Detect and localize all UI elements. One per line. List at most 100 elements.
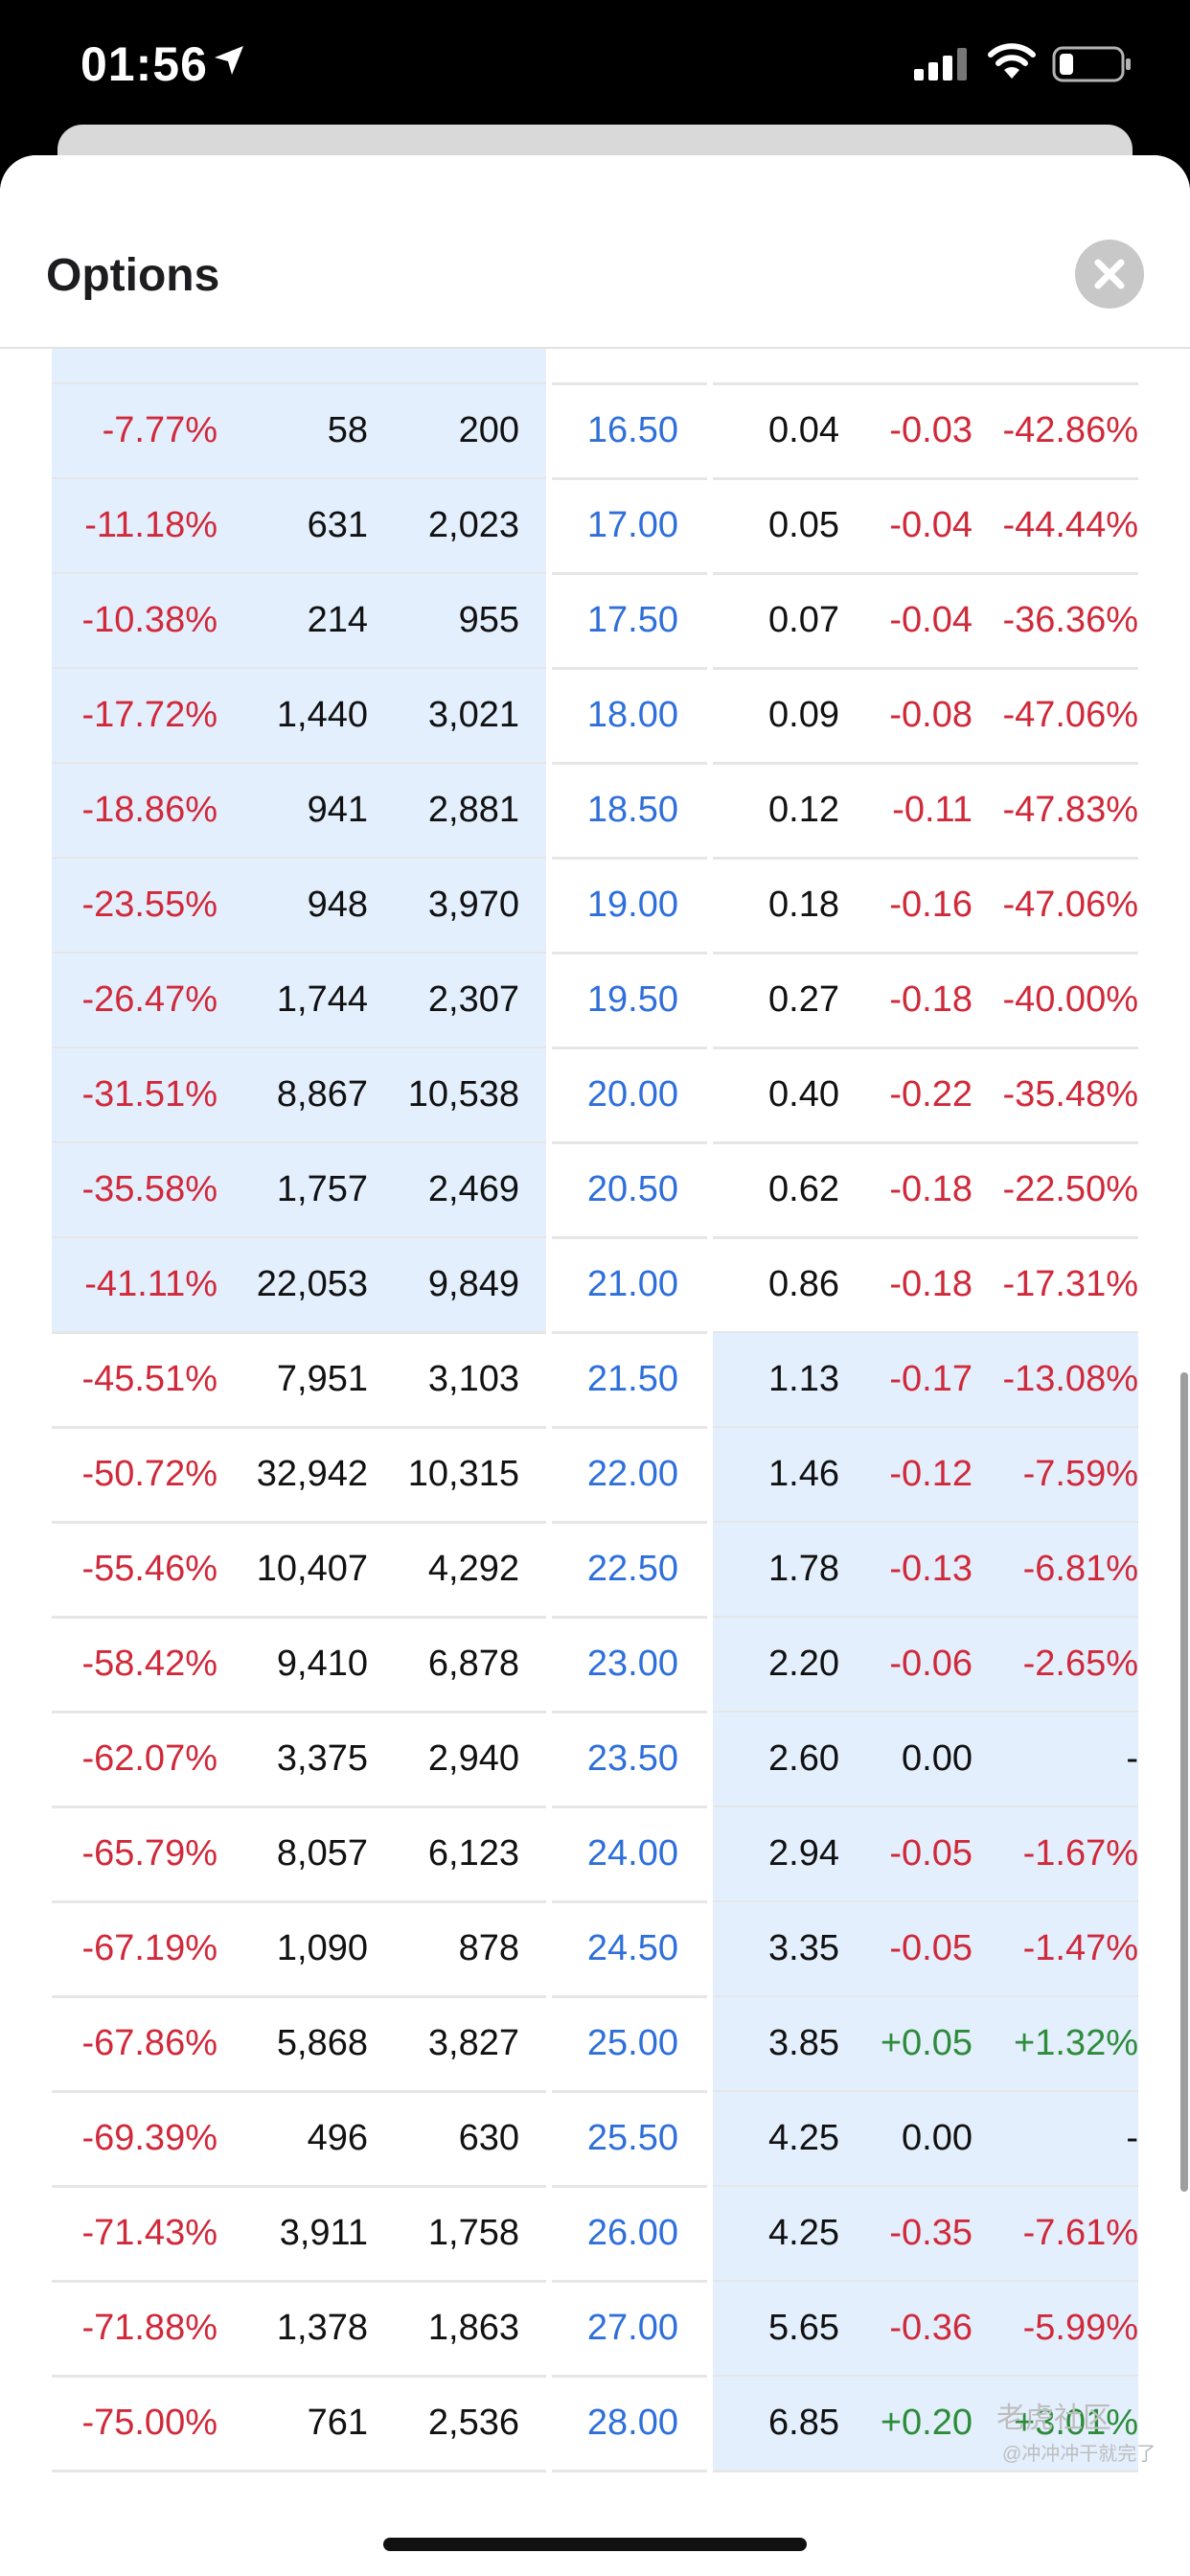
put-cell[interactable] <box>713 1048 1138 1144</box>
table-row[interactable]: -71.88% 1,378 1,863 27.00 5.65 -0.36 -5.99% <box>0 2282 1190 2378</box>
options-chain-table[interactable]: -9.48% 96 649 16.00 0.04 -0.01 -20.00% -7.77% 58… <box>0 347 1190 2576</box>
call-cell[interactable] <box>52 2377 546 2472</box>
put-cell[interactable] <box>713 669 1138 765</box>
put-cell[interactable] <box>713 1428 1138 1524</box>
call-cell[interactable] <box>52 1333 546 1429</box>
call-cell[interactable] <box>52 2187 546 2283</box>
put-cell[interactable] <box>713 2092 1138 2188</box>
strike-cell[interactable] <box>552 1238 707 1334</box>
status-bar: 01:56 <box>0 0 1190 134</box>
strike-cell[interactable] <box>552 347 707 385</box>
volume: 3,375 <box>276 1738 368 1779</box>
table-row[interactable]: -10.38% 214 955 17.50 0.07 -0.04 -36.36% <box>0 574 1190 670</box>
table-row[interactable]: -55.46% 10,407 4,292 22.50 1.78 -0.13 -6.81% <box>0 1523 1190 1619</box>
price-change: -0.06 <box>889 1644 973 1684</box>
strike-cell[interactable] <box>552 1523 707 1619</box>
put-cell[interactable] <box>713 859 1138 954</box>
call-cell[interactable] <box>52 347 546 385</box>
put-cell[interactable] <box>713 1333 1138 1429</box>
strike-cell[interactable] <box>552 1902 707 1998</box>
table-row[interactable]: -45.51% 7,951 3,103 21.50 1.13 -0.17 -13.08% <box>0 1333 1190 1429</box>
call-cell[interactable] <box>52 1143 546 1239</box>
put-cell[interactable] <box>713 1143 1138 1239</box>
table-row[interactable]: -41.11% 22,053 9,849 21.00 0.86 -0.18 -17.31% <box>0 1238 1190 1334</box>
strike-cell[interactable] <box>552 1048 707 1144</box>
put-cell[interactable] <box>713 347 1138 385</box>
call-cell[interactable] <box>52 1807 546 1903</box>
strike-cell[interactable] <box>552 574 707 670</box>
strike-cell[interactable] <box>552 1807 707 1903</box>
strike-cell[interactable] <box>552 954 707 1049</box>
open-interest: 630 <box>458 2118 519 2158</box>
strike-cell[interactable] <box>552 2092 707 2188</box>
strike-cell[interactable] <box>552 859 707 954</box>
strike-cell[interactable] <box>552 669 707 765</box>
call-cell[interactable] <box>52 764 546 860</box>
call-cell[interactable] <box>52 859 546 954</box>
put-cell[interactable] <box>713 384 1138 480</box>
table-row[interactable]: -50.72% 32,942 10,315 22.00 1.46 -0.12 -7.59% <box>0 1428 1190 1524</box>
call-cell[interactable] <box>52 1902 546 1998</box>
put-cell[interactable] <box>713 2282 1138 2378</box>
strike-cell[interactable] <box>552 2187 707 2283</box>
put-cell[interactable] <box>713 1807 1138 1903</box>
strike-cell[interactable] <box>552 1333 707 1429</box>
put-cell[interactable] <box>713 1902 1138 1998</box>
price-change-percent: -44.44% <box>1002 505 1138 545</box>
close-button[interactable] <box>1075 240 1144 309</box>
call-cell[interactable] <box>52 1618 546 1714</box>
table-row[interactable]: -67.86% 5,868 3,827 25.00 3.85 +0.05 +1.32% <box>0 1997 1190 2093</box>
table-row[interactable]: -26.47% 1,744 2,307 19.50 0.27 -0.18 -40.00% <box>0 954 1190 1049</box>
table-row[interactable]: -69.39% 496 630 25.50 4.25 0.00 - <box>0 2092 1190 2188</box>
table-row[interactable]: -58.42% 9,410 6,878 23.00 2.20 -0.06 -2.65% <box>0 1618 1190 1714</box>
strike-cell[interactable] <box>552 2282 707 2378</box>
table-row[interactable]: -17.72% 1,440 3,021 18.00 0.09 -0.08 -47.06% <box>0 669 1190 765</box>
strike-cell[interactable] <box>552 2377 707 2472</box>
put-cell[interactable] <box>713 1238 1138 1334</box>
table-row[interactable]: -18.86% 941 2,881 18.50 0.12 -0.11 -47.83% <box>0 764 1190 860</box>
put-cell[interactable] <box>713 479 1138 575</box>
call-cell[interactable] <box>52 1523 546 1619</box>
strike-cell[interactable] <box>552 1618 707 1714</box>
table-row[interactable]: -9.48% 96 649 16.00 0.04 -0.01 -20.00% <box>0 347 1190 385</box>
put-cell[interactable] <box>713 2377 1138 2472</box>
strike-cell[interactable] <box>552 1143 707 1239</box>
strike-cell[interactable] <box>552 384 707 480</box>
call-cell[interactable] <box>52 669 546 765</box>
call-cell[interactable] <box>52 384 546 480</box>
table-row[interactable]: -71.43% 3,911 1,758 26.00 4.25 -0.35 -7.61% <box>0 2187 1190 2283</box>
table-row[interactable]: -23.55% 948 3,970 19.00 0.18 -0.16 -47.06% <box>0 859 1190 954</box>
strike-cell[interactable] <box>552 1428 707 1524</box>
strike-cell[interactable] <box>552 764 707 860</box>
strike-cell[interactable] <box>552 1997 707 2093</box>
table-row[interactable]: -11.18% 631 2,023 17.00 0.05 -0.04 -44.44% <box>0 479 1190 575</box>
scrollbar[interactable] <box>1180 1372 1188 2192</box>
put-cell[interactable] <box>713 574 1138 670</box>
put-cell[interactable] <box>713 2187 1138 2283</box>
strike-cell[interactable] <box>552 1713 707 1808</box>
table-row[interactable]: -62.07% 3,375 2,940 23.50 2.60 0.00 - <box>0 1713 1190 1808</box>
table-row[interactable]: -35.58% 1,757 2,469 20.50 0.62 -0.18 -22.50% <box>0 1143 1190 1239</box>
table-row[interactable]: -65.79% 8,057 6,123 24.00 2.94 -0.05 -1.67% <box>0 1807 1190 1903</box>
put-cell[interactable] <box>713 764 1138 860</box>
call-cell[interactable] <box>52 1997 546 2093</box>
put-cell[interactable] <box>713 1523 1138 1619</box>
table-row[interactable]: -31.51% 8,867 10,538 20.00 0.40 -0.22 -35.48% <box>0 1048 1190 1144</box>
table-row[interactable]: -67.19% 1,090 878 24.50 3.35 -0.05 -1.47% <box>0 1902 1190 1998</box>
call-cell[interactable] <box>52 1048 546 1144</box>
call-cell[interactable] <box>52 2092 546 2188</box>
strike-cell[interactable] <box>552 479 707 575</box>
call-cell[interactable] <box>52 2282 546 2378</box>
put-cell[interactable] <box>713 1618 1138 1714</box>
call-cell[interactable] <box>52 1238 546 1334</box>
call-cell[interactable] <box>52 1428 546 1524</box>
call-cell[interactable] <box>52 574 546 670</box>
put-cell[interactable] <box>713 1713 1138 1808</box>
table-row[interactable]: -7.77% 58 200 16.50 0.04 -0.03 -42.86% <box>0 384 1190 480</box>
call-cell[interactable] <box>52 479 546 575</box>
put-cell[interactable] <box>713 954 1138 1049</box>
put-cell[interactable] <box>713 1997 1138 2093</box>
call-cell[interactable] <box>52 1713 546 1808</box>
call-cell[interactable] <box>52 954 546 1049</box>
table-row[interactable]: -75.00% 761 2,536 28.00 6.85 +0.20 +3.01% <box>0 2377 1190 2472</box>
